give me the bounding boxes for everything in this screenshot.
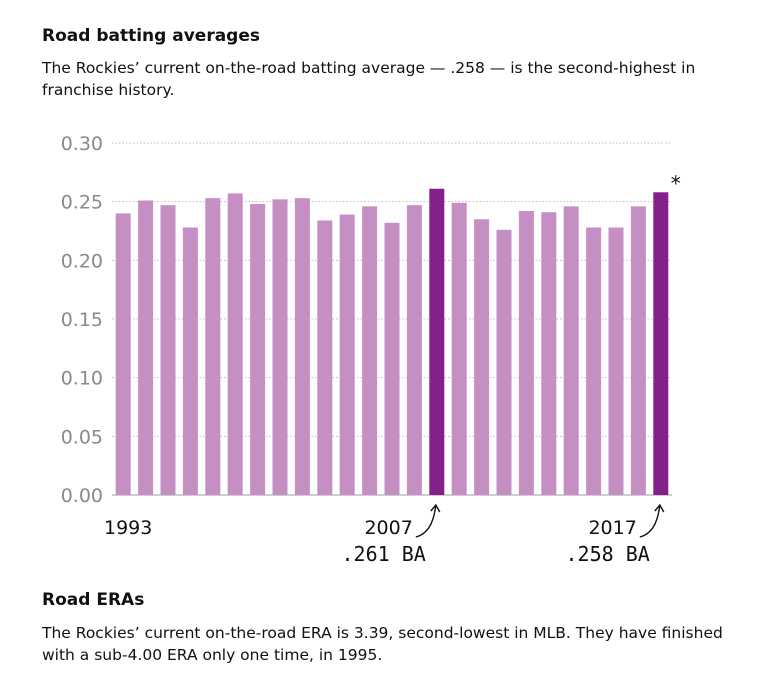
bars (115, 188, 669, 496)
chart-title: Road batting averages (42, 26, 260, 46)
annotation-arrow (415, 504, 437, 538)
y-tick-label: 0.00 (61, 485, 103, 507)
bar (160, 205, 176, 496)
bar (451, 202, 467, 495)
bar (563, 206, 579, 496)
bar (362, 206, 378, 496)
bar (205, 198, 221, 495)
asterisk-marker: * (671, 171, 681, 195)
bar (406, 205, 422, 496)
bar (317, 220, 333, 495)
section-text-road-eras: The Rockies’ current on-the-road ERA is … (42, 624, 723, 664)
bar-chart: 0.00 0.05 0.10 0.15 0.20 0.25 0.30 1993 2007 201… (61, 133, 681, 566)
bar (541, 212, 557, 495)
bar (227, 193, 243, 495)
chart-subtitle: The Rockies’ current on-the-road batting… (42, 59, 696, 99)
y-tick-label: 0.20 (61, 250, 103, 272)
bar (138, 200, 154, 495)
x-axis-label: 2017 (588, 517, 636, 539)
y-tick-label: 0.05 (61, 426, 103, 448)
y-tick-label: 0.30 (61, 133, 103, 155)
bar (474, 219, 490, 495)
x-axis-labels: 1993 2007 2017 (104, 517, 637, 539)
annotation-arrow (639, 504, 661, 538)
bar (586, 227, 602, 496)
bar (518, 211, 534, 495)
bar (272, 199, 288, 495)
y-tick-label: 0.10 (61, 368, 103, 390)
bar (630, 206, 646, 496)
y-tick-label: 0.25 (61, 192, 103, 214)
annotation-label: .261 BA (342, 542, 426, 566)
arrowhead (654, 503, 665, 513)
bar (115, 213, 131, 495)
bar (294, 198, 310, 495)
bar (653, 192, 669, 495)
bar (250, 204, 266, 495)
bar (182, 227, 198, 496)
bar (608, 227, 624, 496)
x-axis-label: 2007 (364, 517, 412, 539)
x-axis-label: 1993 (104, 517, 152, 539)
bar (339, 214, 355, 495)
arrowhead (430, 503, 441, 513)
bar (384, 222, 400, 495)
annotation-label: .258 BA (566, 542, 650, 566)
bar (496, 229, 512, 495)
annotations: .261 BA .258 BA * (342, 171, 681, 566)
y-axis-ticks: 0.00 0.05 0.10 0.15 0.20 0.25 0.30 (61, 133, 103, 507)
section-title-road-eras: Road ERAs (42, 590, 145, 610)
y-tick-label: 0.15 (61, 309, 103, 331)
bar (429, 188, 445, 495)
